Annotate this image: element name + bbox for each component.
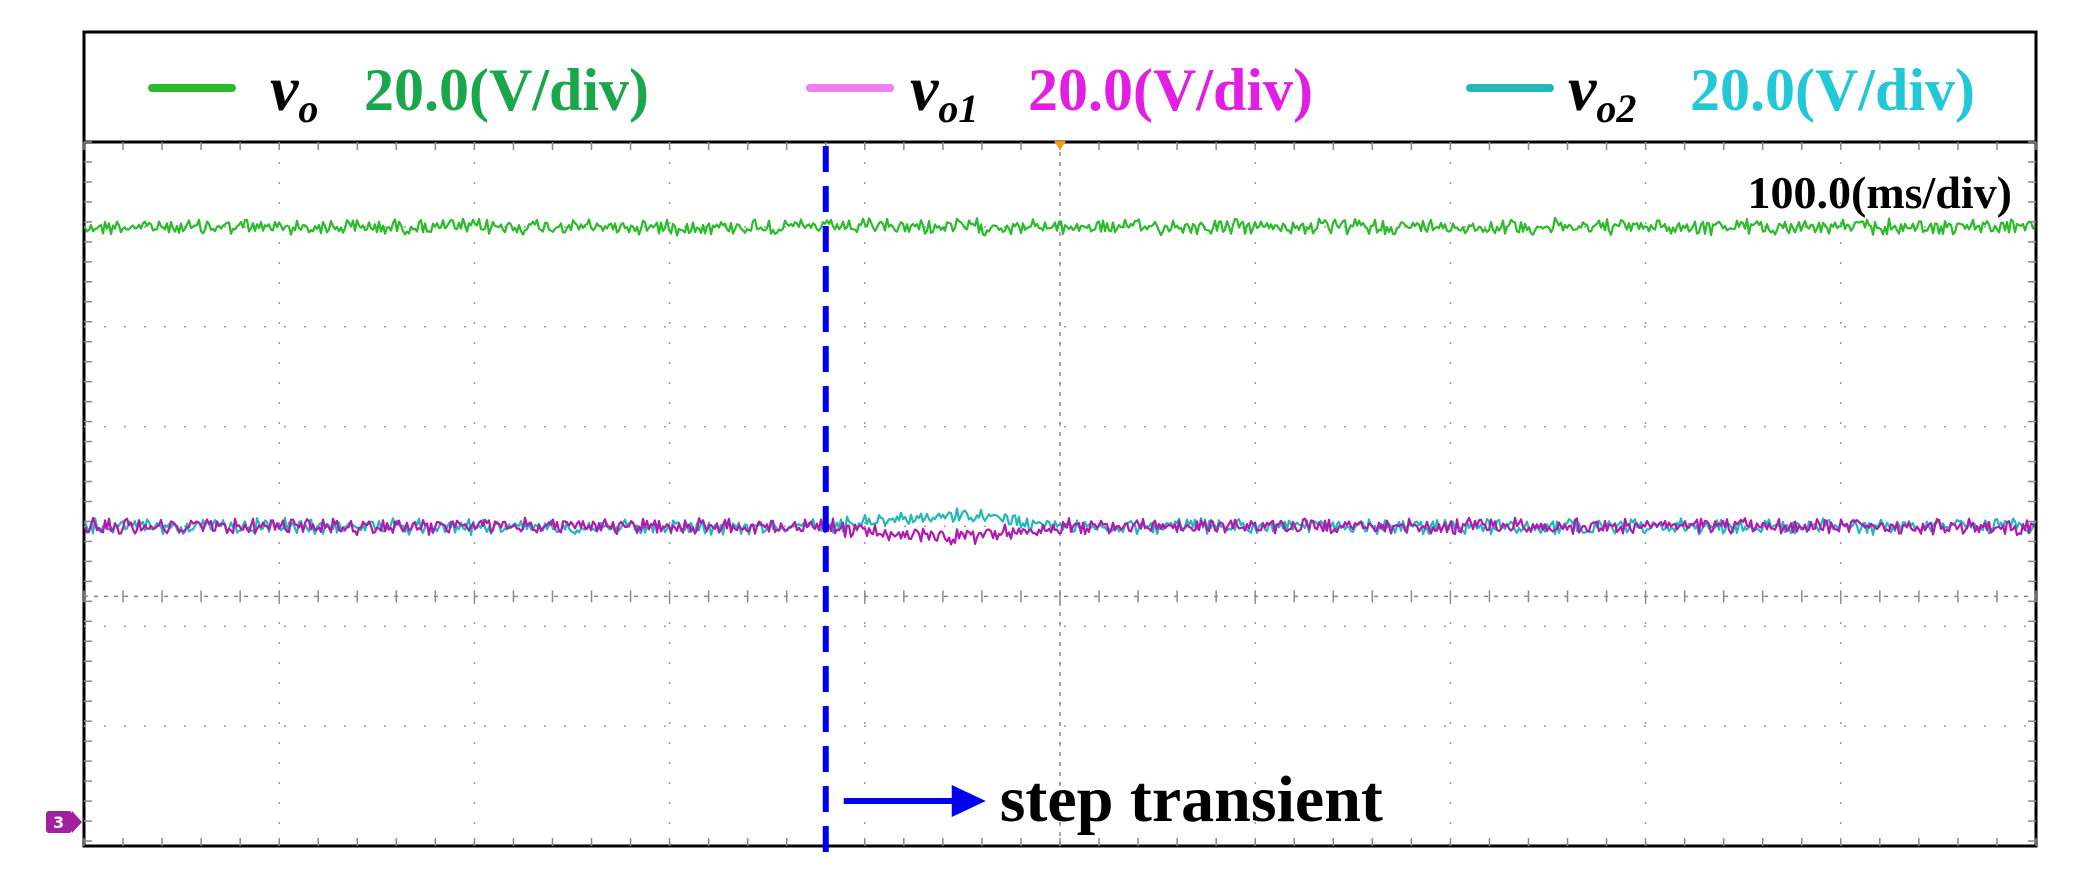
legend-symbol-vo2: vo2 (1568, 53, 1636, 131)
legend-subscript-vo1: o1 (938, 86, 978, 131)
legend-scale-vo: 20.0(V/div) (364, 57, 649, 123)
grid (83, 141, 2037, 846)
step-transient-label: step transient (1000, 763, 1383, 836)
plot-area (82, 140, 2038, 852)
legend-symbol-vo1: vo1 (910, 53, 978, 131)
legend-scale-vo1: 20.0(V/div) (1028, 57, 1313, 123)
step-transient-arrow-head (951, 785, 986, 818)
ground-marker-tip (72, 811, 82, 833)
legend-box (82, 30, 2038, 144)
trace-v-o (84, 216, 2036, 237)
ground-marker: 3 (46, 811, 82, 833)
legend-symbol-vo: vo (270, 53, 318, 131)
trigger-marker (1054, 141, 1066, 150)
legend-subscript-vo2: o2 (1596, 86, 1636, 131)
trace-v-o1 (83, 516, 2036, 546)
annotations (822, 146, 986, 852)
legend: vo 20.0(V/div) vo1 20.0(V/div) vo2 20.0(… (82, 30, 2038, 144)
legend-subscript-vo: o (298, 86, 318, 131)
traces (83, 216, 2037, 546)
legend-scale-vo2: 20.0(V/div) (1690, 57, 1975, 123)
ground-marker-box (46, 811, 72, 833)
time-scale-label: 100.0(ms/div) (1748, 167, 2013, 218)
ground-marker-label: 3 (53, 813, 64, 832)
